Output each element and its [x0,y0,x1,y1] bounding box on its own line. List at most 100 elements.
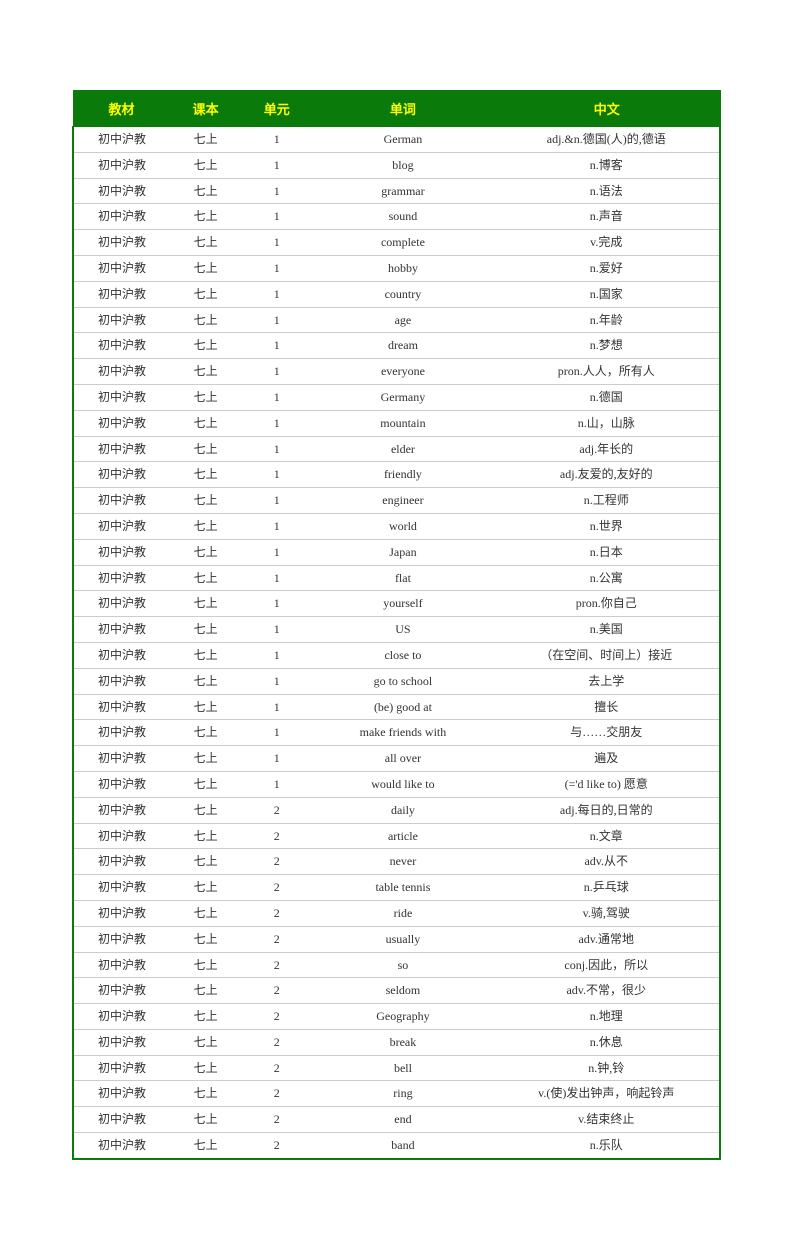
table-cell: 2 [241,1133,312,1159]
table-row: 初中沪教七上1everyonepron.人人，所有人 [73,359,720,385]
table-cell: 1 [241,694,312,720]
table-cell: ride [312,900,493,926]
table-row: 初中沪教七上1soundn.声音 [73,204,720,230]
table-cell: 七上 [170,875,241,901]
table-cell: 初中沪教 [73,952,170,978]
table-row: 初中沪教七上1would like to(='d like to) 愿意 [73,771,720,797]
table-cell: all over [312,746,493,772]
table-cell: 初中沪教 [73,900,170,926]
table-row: 初中沪教七上1USn.美国 [73,617,720,643]
table-cell: 1 [241,178,312,204]
col-header-book: 课本 [170,91,241,127]
table-cell: 初中沪教 [73,230,170,256]
table-cell: 初中沪教 [73,178,170,204]
table-cell: adj.每日的,日常的 [494,797,720,823]
table-cell: 七上 [170,230,241,256]
table-cell: 七上 [170,255,241,281]
table-cell: 初中沪教 [73,565,170,591]
table-row: 初中沪教七上1hobbyn.爱好 [73,255,720,281]
table-cell: close to [312,642,493,668]
table-cell: n.地理 [494,1004,720,1030]
table-cell: 1 [241,127,312,153]
table-cell: n.乐队 [494,1133,720,1159]
table-cell: 七上 [170,333,241,359]
table-row: 初中沪教七上1engineern.工程师 [73,488,720,514]
table-row: 初中沪教七上2dailyadj.每日的,日常的 [73,797,720,823]
table-cell: make friends with [312,720,493,746]
table-cell: 七上 [170,797,241,823]
table-cell: 1 [241,513,312,539]
table-cell: adv.不常，很少 [494,978,720,1004]
table-cell: 七上 [170,900,241,926]
table-cell: country [312,281,493,307]
table-cell: seldom [312,978,493,1004]
table-cell: n.公寓 [494,565,720,591]
table-cell: 1 [241,642,312,668]
table-cell: 2 [241,926,312,952]
table-cell: 七上 [170,410,241,436]
table-cell: hobby [312,255,493,281]
table-cell: n.休息 [494,1029,720,1055]
table-row: 初中沪教七上1completev.完成 [73,230,720,256]
table-cell: n.梦想 [494,333,720,359]
table-cell: 七上 [170,281,241,307]
table-cell: 七上 [170,1081,241,1107]
table-row: 初中沪教七上2belln.钟,铃 [73,1055,720,1081]
table-cell: 擅长 [494,694,720,720]
table-cell: 七上 [170,178,241,204]
table-cell: 初中沪教 [73,359,170,385]
table-cell: 七上 [170,978,241,1004]
table-row: 初中沪教七上1make friends with与……交朋友 [73,720,720,746]
table-cell: 七上 [170,152,241,178]
table-cell: 2 [241,900,312,926]
table-cell: 初中沪教 [73,746,170,772]
table-cell: n.乒乓球 [494,875,720,901]
table-cell: (be) good at [312,694,493,720]
table-cell: 初中沪教 [73,1029,170,1055]
table-cell: （在空间、时间上）接近 [494,642,720,668]
table-cell: 1 [241,152,312,178]
table-cell: adj.&n.德国(人)的,德语 [494,127,720,153]
table-cell: 七上 [170,513,241,539]
table-cell: v.(使)发出钟声，响起铃声 [494,1081,720,1107]
table-cell: 去上学 [494,668,720,694]
table-cell: dream [312,333,493,359]
table-cell: 2 [241,952,312,978]
table-cell: 1 [241,771,312,797]
table-cell: n.语法 [494,178,720,204]
table-cell: age [312,307,493,333]
table-row: 初中沪教七上2neveradv.从不 [73,849,720,875]
table-cell: 1 [241,230,312,256]
table-cell: Japan [312,539,493,565]
table-row: 初中沪教七上2Geographyn.地理 [73,1004,720,1030]
table-cell: 1 [241,255,312,281]
table-cell: 1 [241,333,312,359]
table-cell: elder [312,436,493,462]
table-cell: 2 [241,1029,312,1055]
table-cell: Germany [312,384,493,410]
table-row: 初中沪教七上1Germanyn.德国 [73,384,720,410]
table-cell: 初中沪教 [73,281,170,307]
table-cell: adj.年长的 [494,436,720,462]
table-cell: 七上 [170,720,241,746]
table-cell: usually [312,926,493,952]
table-cell: 初中沪教 [73,462,170,488]
table-cell: 七上 [170,384,241,410]
table-cell: 初中沪教 [73,333,170,359]
table-row: 初中沪教七上1grammarn.语法 [73,178,720,204]
table-cell: 七上 [170,488,241,514]
table-row: 初中沪教七上1mountainn.山，山脉 [73,410,720,436]
table-cell: (='d like to) 愿意 [494,771,720,797]
table-cell: n.美国 [494,617,720,643]
table-cell: 七上 [170,1055,241,1081]
table-row: 初中沪教七上2bandn.乐队 [73,1133,720,1159]
table-cell: engineer [312,488,493,514]
col-header-unit: 单元 [241,91,312,127]
table-cell: 初中沪教 [73,204,170,230]
table-row: 初中沪教七上2seldomadv.不常，很少 [73,978,720,1004]
table-cell: 初中沪教 [73,978,170,1004]
table-cell: 初中沪教 [73,513,170,539]
table-cell: 初中沪教 [73,849,170,875]
table-cell: 初中沪教 [73,488,170,514]
table-row: 初中沪教七上2soconj.因此，所以 [73,952,720,978]
